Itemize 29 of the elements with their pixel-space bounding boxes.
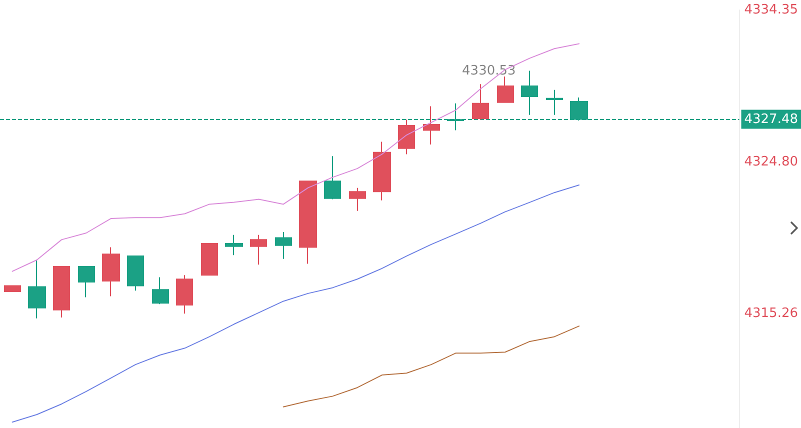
y-tick-label: 4334.35 — [744, 2, 798, 18]
candlestick — [127, 256, 144, 292]
candlestick — [546, 89, 563, 116]
candlestick — [102, 246, 120, 297]
candlestick — [275, 232, 292, 260]
candlestick — [521, 70, 538, 116]
y-tick-label: 4324.80 — [744, 154, 798, 170]
candlestick — [53, 266, 70, 318]
candlestick — [497, 76, 514, 103]
candlestick — [472, 84, 489, 120]
candlestick — [349, 187, 366, 212]
candlestick — [373, 141, 391, 201]
candlestick — [324, 156, 341, 200]
candlestick — [152, 276, 169, 305]
candlestick — [398, 119, 415, 155]
candlestick — [225, 234, 243, 256]
candlestick — [201, 242, 218, 276]
candlestick — [250, 234, 267, 266]
line-series — [12, 43, 580, 272]
ref-line-label: 4327.48 — [744, 112, 798, 127]
candlestick — [28, 259, 46, 319]
candlestick — [299, 180, 317, 264]
candlestick — [78, 266, 95, 298]
candlestick — [423, 106, 440, 146]
line-series — [12, 184, 580, 423]
y-tick-label: 4315.26 — [744, 306, 798, 322]
candlestick — [4, 285, 21, 292]
line-series — [282, 326, 580, 408]
candlestick — [176, 274, 193, 314]
